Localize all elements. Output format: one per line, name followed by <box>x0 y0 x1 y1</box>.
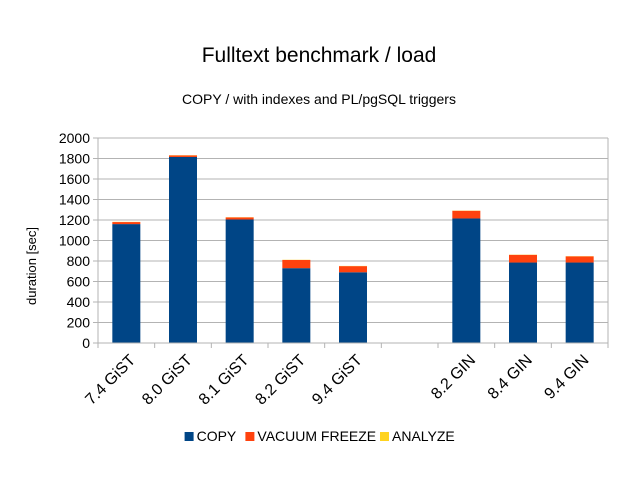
x-tick-label: 8.0 GiST <box>139 352 196 409</box>
bar-segment-copy <box>339 272 367 343</box>
chart-title: Fulltext benchmark / load <box>202 44 437 67</box>
bar-segment-vacuum-freeze <box>339 266 367 272</box>
bar-segment-copy <box>566 263 594 343</box>
legend-label: COPY <box>197 428 237 444</box>
bar-segment-copy <box>509 263 537 343</box>
x-tick-label: 8.1 GiST <box>196 352 253 409</box>
x-tick-label: 8.2 GiST <box>252 352 309 409</box>
y-tick-label: 2000 <box>59 130 90 146</box>
legend-swatch <box>380 432 389 441</box>
bars <box>112 155 593 343</box>
y-tick-label: 1000 <box>59 233 90 249</box>
bar-segment-copy <box>452 218 480 343</box>
bar-segment-copy <box>282 268 310 343</box>
bar-segment-vacuum-freeze <box>112 222 140 224</box>
y-tick-label: 400 <box>67 294 91 310</box>
bar-segment-vacuum-freeze <box>282 260 310 268</box>
bar-segment-copy <box>169 157 197 343</box>
legend-swatch <box>245 432 254 441</box>
y-tick-label: 200 <box>67 315 91 331</box>
x-tick-label: 7.4 GiST <box>82 352 139 409</box>
bar-segment-copy <box>112 224 140 343</box>
x-tick-label: 9.4 GIN <box>541 352 592 403</box>
y-tick-label: 600 <box>67 274 91 290</box>
x-tick-label: 9.4 GiST <box>309 352 366 409</box>
legend: COPY VACUUM FREEZE ANALYZE <box>185 428 455 444</box>
y-tick-label: 1600 <box>59 171 90 187</box>
bar-segment-vacuum-freeze <box>509 255 537 263</box>
bar-segment-vacuum-freeze <box>226 217 254 219</box>
legend-label: ANALYZE <box>392 428 455 444</box>
y-tick-label: 800 <box>67 253 91 269</box>
legend-swatch <box>185 432 194 441</box>
y-tick-label: 1800 <box>59 151 90 167</box>
legend-label: VACUUM FREEZE <box>257 428 376 444</box>
bar-segment-vacuum-freeze <box>169 155 197 157</box>
y-tick-label: 1200 <box>59 212 90 228</box>
bar-segment-vacuum-freeze <box>566 256 594 262</box>
y-tick-labels: 0 200 400 600 800 1000 1200 1400 1600 1800 2000 <box>59 130 90 351</box>
bar-segment-copy <box>226 219 254 343</box>
y-axis-label: duration [sec] <box>24 227 39 305</box>
x-tick-label: 8.2 GIN <box>428 352 479 403</box>
bar-segment-vacuum-freeze <box>452 211 480 219</box>
y-tick-label: 1400 <box>59 192 90 208</box>
x-tick-label: 8.4 GIN <box>485 352 536 403</box>
chart-subtitle: COPY / with indexes and PL/pgSQL trigger… <box>182 91 456 107</box>
y-tick-label: 0 <box>82 335 90 351</box>
